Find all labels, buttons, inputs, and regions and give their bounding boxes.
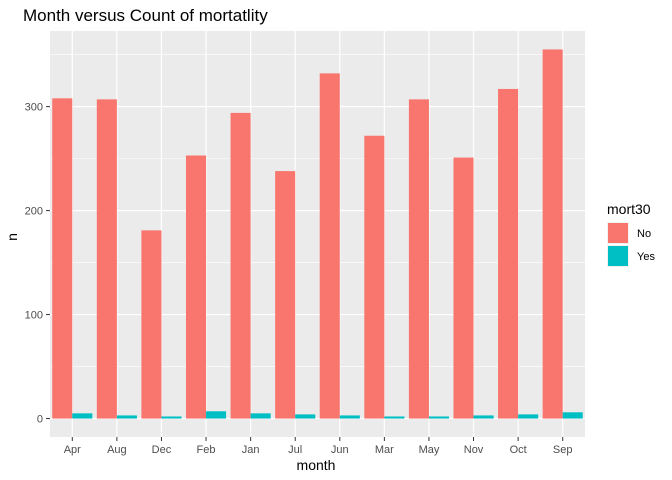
x-tick-label: Dec [152, 444, 172, 456]
legend-label-no: No [637, 228, 651, 240]
plot-panel [50, 31, 585, 437]
legend-label-yes: Yes [637, 251, 655, 263]
y-tick-label: 0 [37, 414, 43, 426]
bar-yes-jul [295, 414, 316, 419]
bar-no-oct [498, 88, 519, 419]
bar-no-aug [96, 99, 117, 419]
bars [52, 49, 583, 419]
legend-swatch-yes [608, 246, 628, 266]
bar-yes-dec [161, 416, 182, 419]
legend: mort30 No Yes [607, 201, 655, 267]
y-tick-label: 200 [25, 206, 43, 218]
bar-yes-apr [72, 413, 93, 419]
bar-yes-feb [206, 411, 227, 419]
x-tick-label: Feb [197, 444, 216, 456]
x-tick-label: Jun [331, 444, 349, 456]
x-tick-label: Sep [553, 444, 573, 456]
x-tick-label: Aug [107, 444, 127, 456]
x-tick-label: Jul [288, 444, 302, 456]
bar-no-mar [364, 135, 385, 419]
x-tick-label: Apr [64, 444, 81, 456]
chart-title: Month versus Count of mortatlity [23, 6, 268, 25]
x-tick-label: May [419, 444, 440, 456]
bar-no-jan [230, 112, 251, 419]
bar-no-jul [275, 171, 296, 419]
bar-yes-jan [250, 413, 271, 419]
legend-title: mort30 [607, 201, 651, 217]
bar-no-apr [52, 98, 73, 419]
x-axis-title: month [297, 457, 336, 473]
bar-yes-oct [518, 414, 539, 419]
bar-yes-mar [384, 416, 405, 419]
bar-no-dec [141, 230, 162, 419]
bar-no-may [408, 99, 429, 419]
x-axis-ticks: Apr Aug Dec Feb Jan Jul Jun Mar May Nov Oct Sep [64, 437, 573, 456]
y-tick-label: 100 [25, 310, 43, 322]
bar-yes-may [428, 416, 450, 419]
x-tick-label: Nov [464, 444, 484, 456]
y-axis-title: n [4, 233, 20, 241]
bar-yes-nov [473, 415, 494, 419]
bar-no-feb [185, 155, 207, 419]
y-axis-ticks: 0 100 200 300 [25, 102, 50, 426]
x-tick-label: Oct [510, 444, 527, 456]
y-tick-label: 300 [25, 102, 43, 114]
x-tick-label: Mar [375, 444, 394, 456]
bar-no-nov [453, 157, 474, 419]
legend-swatch-no [608, 223, 628, 243]
bar-no-sep [542, 49, 563, 419]
bar-yes-aug [116, 415, 137, 419]
bar-yes-sep [562, 412, 583, 419]
bar-no-jun [319, 73, 340, 419]
bar-yes-jun [339, 415, 360, 419]
minor-gridlines [50, 54, 585, 367]
x-tick-label: Jan [242, 444, 260, 456]
